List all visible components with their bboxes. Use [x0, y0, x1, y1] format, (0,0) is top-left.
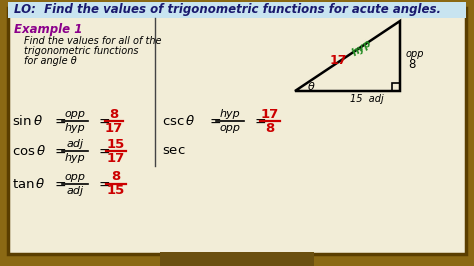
Text: $\sin\theta$: $\sin\theta$: [12, 114, 43, 128]
Text: adj: adj: [66, 139, 83, 149]
Text: trigonometric functions: trigonometric functions: [24, 46, 138, 56]
Text: 8: 8: [408, 57, 415, 70]
Text: LO:  Find the values of trigonometric functions for acute angles.: LO: Find the values of trigonometric fun…: [14, 3, 441, 16]
Text: 15  adj: 15 adj: [350, 94, 384, 104]
Bar: [160, 252, 314, 266]
Text: hyp: hyp: [350, 38, 374, 58]
Text: 17: 17: [330, 53, 347, 66]
Text: hyp: hyp: [219, 109, 240, 119]
Text: 8: 8: [109, 107, 118, 120]
Text: $=$: $=$: [96, 114, 111, 128]
Text: 15: 15: [107, 138, 125, 151]
Text: Find the values for all of the: Find the values for all of the: [24, 36, 162, 46]
Text: 8: 8: [111, 171, 120, 184]
Text: hyp: hyp: [64, 123, 85, 133]
Text: opp: opp: [64, 172, 85, 182]
Text: $\cos\theta$: $\cos\theta$: [12, 144, 46, 158]
Text: adj: adj: [66, 186, 83, 196]
Bar: [392, 83, 400, 91]
Text: $\tan\theta$: $\tan\theta$: [12, 177, 46, 191]
Text: $=$: $=$: [52, 114, 67, 128]
Text: $=$: $=$: [52, 144, 67, 158]
Text: opp: opp: [406, 49, 425, 59]
Text: $\csc\theta$: $\csc\theta$: [162, 114, 195, 128]
Text: 17: 17: [107, 152, 125, 164]
Text: opp: opp: [64, 109, 85, 119]
Text: Example 1: Example 1: [14, 23, 82, 35]
Text: hyp: hyp: [64, 153, 85, 163]
Bar: [8, 2, 466, 18]
Text: $=$: $=$: [252, 114, 267, 128]
Text: opp: opp: [219, 123, 240, 133]
Text: for angle θ: for angle θ: [24, 56, 77, 66]
Text: 17: 17: [105, 122, 123, 135]
Text: $=$: $=$: [52, 177, 67, 191]
Text: $=$: $=$: [96, 144, 111, 158]
Text: 8: 8: [265, 122, 274, 135]
Text: 15: 15: [107, 185, 125, 197]
Text: $=$: $=$: [96, 177, 111, 191]
Text: $\sec$: $\sec$: [162, 144, 185, 157]
Text: $=$: $=$: [207, 114, 222, 128]
Text: 17: 17: [261, 107, 279, 120]
Text: $\theta$: $\theta$: [307, 80, 316, 92]
